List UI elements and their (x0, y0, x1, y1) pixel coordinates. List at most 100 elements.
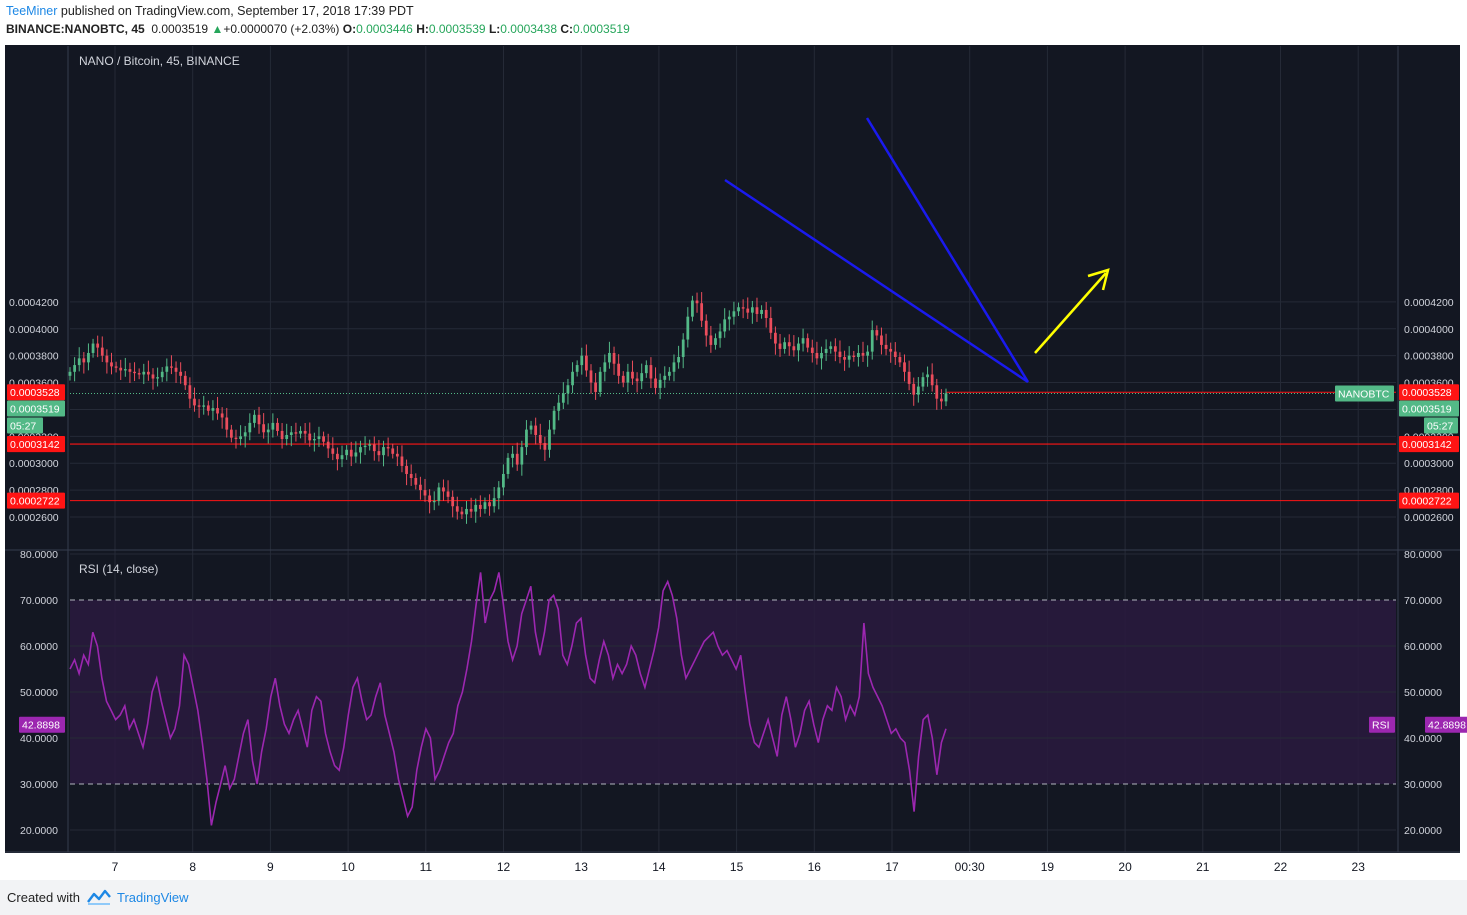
candle-body (455, 506, 459, 512)
candle-body (211, 408, 215, 411)
candle-body (442, 487, 445, 492)
candle-body (940, 398, 943, 402)
candle-body (621, 375, 625, 383)
candle-body (253, 414, 256, 423)
y-tick-label-left: 0.0002600 (9, 512, 59, 524)
rsi-tick-label-left: 80.0000 (20, 549, 58, 561)
time-axis-background (5, 853, 1460, 879)
rsi-tick-label-right: 80.0000 (1404, 549, 1442, 561)
candle-body (723, 319, 727, 332)
tradingview-logo-icon[interactable] (86, 888, 112, 906)
candle-body (395, 453, 399, 457)
candle-body (640, 373, 644, 382)
candle-body (755, 307, 759, 314)
candle-body (96, 343, 100, 348)
candle-body (428, 495, 432, 503)
candle-body (737, 307, 740, 312)
countdown-label-right: 05:27 (1427, 420, 1453, 432)
candle-body (114, 366, 118, 368)
candle-body (921, 377, 925, 387)
candle-body (423, 490, 427, 496)
candle-body (589, 370, 593, 383)
level-label-right: 0.0002722 (1402, 496, 1452, 508)
candle-body (234, 437, 238, 440)
y-tick-label-left: 0.0003000 (9, 458, 59, 470)
candle-body (926, 374, 929, 378)
price-change: +0.0000070 (+2.03%) (223, 22, 340, 36)
candle-body (944, 393, 948, 402)
x-tick-label: 22 (1274, 860, 1288, 874)
candle-body (474, 504, 478, 512)
tradingview-brand-link[interactable]: TradingView (117, 890, 189, 905)
chart-canvas[interactable]: 7 8 9 10 11 12 13 14 15 16 17 00:30 19 20 21 22 23 0.0002… (0, 0, 1467, 880)
candle-body (377, 451, 381, 456)
level-label-right-bg (1399, 436, 1459, 453)
x-tick-label: 9 (267, 860, 274, 874)
candle-body (667, 371, 671, 376)
candle-body (787, 342, 791, 347)
publication-line: TeeMiner published on TradingView.com, S… (6, 4, 414, 18)
candle-body (239, 436, 242, 440)
candle-body (345, 449, 349, 456)
candle-body (216, 408, 219, 414)
candle-body (146, 371, 150, 375)
high-label: H: (416, 22, 429, 36)
candle-body (866, 351, 870, 356)
candle-body (649, 365, 653, 379)
candle-body (142, 371, 146, 375)
candle-body (681, 339, 685, 358)
created-with-label: Created with (7, 890, 80, 905)
candle-body (810, 347, 814, 353)
candle-body (852, 355, 856, 358)
y-tick-label-right: 0.0002600 (1404, 512, 1454, 524)
author-link[interactable]: TeeMiner (6, 4, 58, 18)
rsi-value-label-right: 42.8898 (1428, 720, 1466, 732)
candle-body (359, 447, 362, 453)
candle-body (884, 344, 888, 349)
candle-body (179, 371, 183, 376)
candle-body (506, 457, 510, 474)
candle-body (266, 429, 270, 433)
x-tick-label: 7 (112, 860, 119, 874)
candle-body (183, 375, 187, 386)
candle-body (414, 478, 418, 485)
x-tick-label: 11 (420, 860, 433, 874)
candle-body (898, 357, 902, 363)
candle-body (635, 378, 639, 382)
candle-body (829, 346, 833, 349)
candle-body (700, 303, 704, 321)
candle-body (220, 413, 224, 418)
rsi-tick-label-right: 40.0000 (1404, 733, 1442, 745)
candle-body (363, 445, 367, 448)
candle-body (912, 383, 916, 395)
change-arrow-icon: ▲ (211, 22, 224, 36)
candle-body (478, 504, 482, 509)
candle-body (792, 346, 796, 351)
candle-body (248, 422, 252, 433)
candle-body (644, 365, 648, 374)
rsi-tick-label-left: 60.0000 (20, 641, 58, 653)
rsi-series (69, 572, 947, 826)
candle-body (612, 352, 616, 364)
candle-body (875, 330, 879, 336)
candle-body (160, 371, 164, 378)
candle-body (774, 332, 777, 344)
y-tick-label-right: 0.0003000 (1404, 458, 1454, 470)
candle-body (778, 343, 782, 349)
x-tick-label: 10 (341, 860, 355, 874)
price-labels: 0.00035280.00035280.00031430.00031430.00… (7, 384, 1467, 733)
footer: Created with TradingView (0, 880, 1467, 915)
candle-body (769, 318, 773, 333)
candle-body (294, 432, 298, 434)
x-tick-label: 14 (652, 860, 666, 874)
candle-body (156, 377, 159, 379)
symbol-label: BINANCE:NANOBTC, 45 (6, 22, 145, 36)
candle-body (525, 429, 528, 448)
countdown-label-left: 05:27 (10, 420, 36, 432)
candle-body (225, 417, 229, 430)
candle-body (806, 338, 810, 348)
candle-body (571, 371, 574, 386)
candle-body (165, 366, 169, 372)
candle-body (497, 487, 501, 499)
rsi-value-label-right-bg (1425, 716, 1467, 733)
